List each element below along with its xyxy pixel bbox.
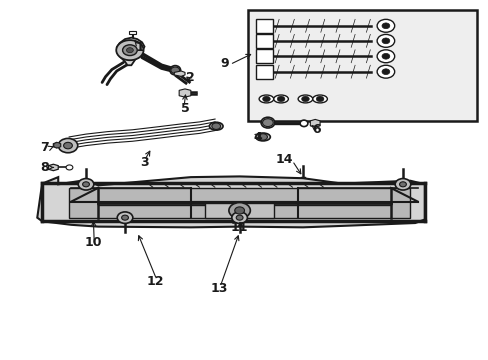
Circle shape bbox=[117, 212, 133, 224]
Circle shape bbox=[126, 48, 133, 53]
Polygon shape bbox=[37, 176, 424, 227]
Circle shape bbox=[54, 143, 61, 148]
Polygon shape bbox=[117, 38, 144, 65]
Ellipse shape bbox=[300, 120, 307, 127]
Polygon shape bbox=[255, 34, 272, 48]
Bar bbox=[129, 31, 136, 35]
Ellipse shape bbox=[169, 66, 180, 75]
Circle shape bbox=[170, 67, 179, 73]
Circle shape bbox=[262, 119, 273, 127]
Circle shape bbox=[122, 45, 137, 55]
Circle shape bbox=[116, 40, 143, 60]
Circle shape bbox=[376, 65, 394, 78]
Circle shape bbox=[66, 165, 73, 170]
Text: 14: 14 bbox=[275, 153, 293, 166]
Circle shape bbox=[258, 134, 267, 140]
Ellipse shape bbox=[259, 95, 273, 103]
Polygon shape bbox=[255, 64, 272, 79]
Ellipse shape bbox=[261, 117, 274, 128]
Circle shape bbox=[58, 138, 78, 153]
Text: 3: 3 bbox=[140, 156, 148, 169]
Circle shape bbox=[211, 123, 220, 130]
Circle shape bbox=[82, 182, 89, 187]
Circle shape bbox=[277, 96, 285, 102]
Text: 1: 1 bbox=[135, 41, 144, 54]
Ellipse shape bbox=[273, 95, 288, 103]
Circle shape bbox=[262, 96, 270, 102]
Polygon shape bbox=[255, 19, 272, 33]
Text: 4: 4 bbox=[253, 131, 262, 144]
Circle shape bbox=[376, 35, 394, 47]
Ellipse shape bbox=[312, 95, 327, 103]
Circle shape bbox=[381, 38, 389, 44]
Polygon shape bbox=[48, 164, 58, 171]
Text: 6: 6 bbox=[312, 123, 320, 136]
Circle shape bbox=[394, 179, 410, 190]
Circle shape bbox=[236, 215, 243, 220]
Circle shape bbox=[399, 182, 406, 187]
Ellipse shape bbox=[255, 133, 270, 141]
Ellipse shape bbox=[209, 122, 223, 130]
Text: 7: 7 bbox=[40, 141, 48, 154]
Circle shape bbox=[376, 50, 394, 63]
Circle shape bbox=[234, 207, 244, 214]
Circle shape bbox=[122, 215, 128, 220]
Circle shape bbox=[381, 53, 389, 59]
Text: 10: 10 bbox=[84, 236, 102, 249]
Polygon shape bbox=[69, 188, 409, 218]
Polygon shape bbox=[179, 89, 190, 97]
Circle shape bbox=[376, 19, 394, 32]
Text: 12: 12 bbox=[147, 275, 164, 288]
Polygon shape bbox=[255, 49, 272, 63]
Circle shape bbox=[78, 179, 94, 190]
Text: 8: 8 bbox=[40, 161, 48, 174]
Text: 2: 2 bbox=[186, 71, 195, 84]
Circle shape bbox=[316, 96, 324, 102]
Text: 11: 11 bbox=[230, 221, 248, 234]
Circle shape bbox=[301, 96, 309, 102]
Ellipse shape bbox=[298, 95, 312, 103]
Circle shape bbox=[381, 69, 389, 75]
Circle shape bbox=[63, 142, 72, 149]
Text: 9: 9 bbox=[220, 57, 228, 70]
Circle shape bbox=[228, 203, 250, 219]
Polygon shape bbox=[53, 142, 61, 148]
Bar bbox=[248, 10, 476, 121]
Polygon shape bbox=[205, 203, 273, 218]
Polygon shape bbox=[174, 71, 184, 76]
Polygon shape bbox=[310, 120, 320, 127]
Circle shape bbox=[231, 212, 247, 224]
Text: 5: 5 bbox=[180, 103, 189, 116]
Circle shape bbox=[381, 23, 389, 29]
Text: 13: 13 bbox=[210, 282, 227, 295]
